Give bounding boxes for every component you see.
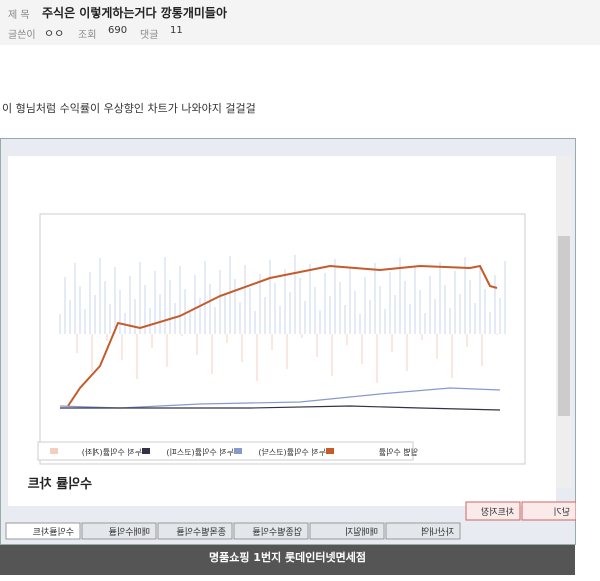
tabs: 수익률차트 매매수익률 종목별수익률 업종별수익률 매매일지 자산내역 [5, 522, 461, 540]
tab[interactable] [385, 522, 461, 540]
legend-label: 누적 수익률(계좌) [82, 447, 142, 457]
comments-label: 댓글 [140, 30, 159, 41]
author-label: 글쓴이 [8, 30, 36, 41]
legend: 누적 수익률(계좌) 누적 수익률(코스피) 누적 수익률(코스닥) 일별 수익률 [50, 447, 418, 457]
tab[interactable] [157, 522, 233, 540]
chart-decoration [59, 255, 506, 383]
button-label: 차트저장 [481, 506, 514, 518]
views: 690 [108, 25, 128, 36]
body-text: 이 형님처럼 수익률이 우상향인 차트가 나와야지 걸걸걸 [2, 102, 256, 115]
tab[interactable] [81, 522, 157, 540]
tab[interactable] [5, 522, 81, 540]
legend-swatch [234, 448, 242, 454]
buttons: 차트저장 닫기 [465, 501, 576, 521]
tab[interactable] [309, 522, 385, 540]
account-line [67, 264, 498, 407]
title-label: 제 목 [8, 10, 30, 21]
views-label: 조회 [78, 30, 97, 41]
post-title: 주식은 이렇게하는거다 깡통개미들아 [42, 6, 227, 20]
tab-label: 매매일지 [345, 527, 378, 538]
scroll-thumb [558, 236, 570, 416]
button[interactable] [465, 501, 521, 521]
tab[interactable] [233, 522, 309, 540]
panel-title: 수익률 차트 [28, 476, 92, 492]
legend-swatch [50, 448, 58, 454]
legend-swatch [326, 448, 334, 454]
kospi-line [60, 405, 501, 411]
tab-label: 업종별수익률 [252, 526, 302, 538]
legend-swatch [142, 448, 150, 454]
author[interactable]: ㅇㅇ [44, 27, 65, 40]
button[interactable] [521, 501, 576, 521]
legend-label: 일별 수익률 [379, 447, 418, 457]
legend-label: 누적 수익률(코스피) [166, 447, 234, 457]
tab-label: 매매수익률 [109, 526, 150, 538]
post-header: 제 목 주식은 이렇게하는거다 깡통개미들아 글쓴이 ㅇㅇ 조회 690 댓글 … [0, 0, 600, 45]
ad-banner[interactable]: 명품쇼핑 1번지 롯데인터넷면세점 [0, 545, 575, 575]
button-label: 닫기 [553, 506, 570, 518]
tab-label: 자산내역 [421, 527, 454, 538]
tab-label: 종목별수익률 [176, 526, 226, 538]
comments: 11 [170, 25, 183, 36]
chart-area [39, 213, 526, 465]
screenshot-image: 누적 수익률(계좌) 누적 수익률(코스피) 누적 수익률(코스닥) 일별 수익률 수… [0, 138, 576, 545]
legend-box [37, 441, 414, 461]
tab-label: 수익률차트 [33, 526, 74, 538]
legend-label: 누적 수익률(코스닥) [258, 447, 326, 457]
